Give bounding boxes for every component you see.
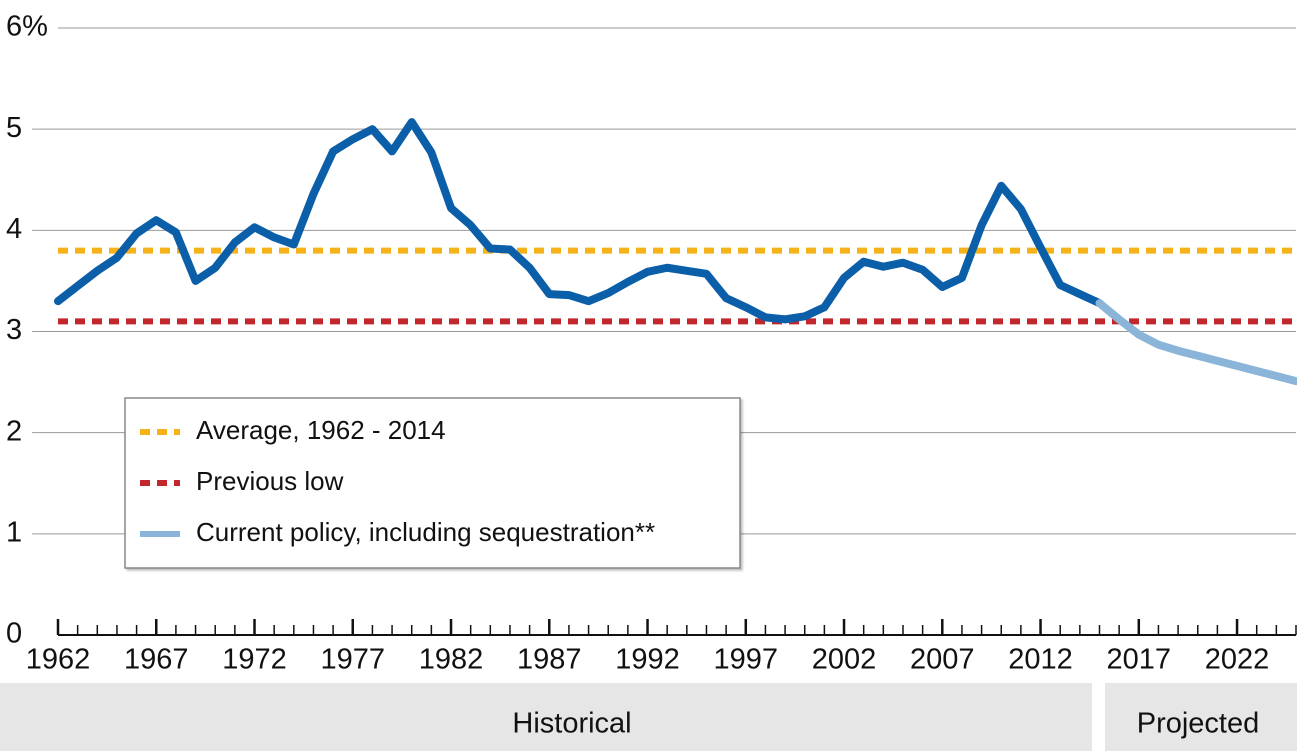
plot bbox=[54, 118, 1297, 386]
x-tick-label: 1967 bbox=[124, 644, 189, 676]
x-tick-label: 1972 bbox=[222, 644, 287, 676]
y-tick-label: 1 bbox=[6, 516, 22, 548]
x-tick-label: 2012 bbox=[1008, 644, 1073, 676]
x-tick-label: 2007 bbox=[910, 644, 975, 676]
region-label: Historical bbox=[512, 708, 631, 740]
projected-band bbox=[1105, 683, 1297, 751]
series-line bbox=[1095, 299, 1297, 386]
y-tick-label: 2 bbox=[6, 415, 22, 447]
grid: 0 1 2 3 4 5 6% 1962 1967 1972 1977 1982 1987 1992 1997… bbox=[6, 11, 1297, 676]
x-tick-label: 1962 bbox=[26, 644, 91, 676]
x-tick-label: 1997 bbox=[714, 644, 779, 676]
x-tick-label: 1987 bbox=[517, 644, 582, 676]
legend-label: Current policy, including sequestration*… bbox=[196, 517, 655, 547]
y-tick-label: 3 bbox=[6, 314, 22, 346]
y-tick-label: 6% bbox=[6, 11, 48, 43]
series-line bbox=[54, 118, 1104, 324]
x-tick-label: 1982 bbox=[419, 644, 484, 676]
x-tick-label: 1992 bbox=[615, 644, 680, 676]
y-tick-label: 4 bbox=[6, 213, 22, 245]
y-tick-label: 5 bbox=[6, 112, 22, 144]
y-tick-label: 0 bbox=[6, 618, 22, 650]
x-tick-label: 2017 bbox=[1107, 644, 1172, 676]
region-label: Projected bbox=[1137, 708, 1260, 740]
legend-box bbox=[124, 397, 741, 569]
legend-label: Average, 1962 - 2014 bbox=[196, 415, 446, 445]
x-tick-label: 1977 bbox=[321, 644, 386, 676]
x-tick-label: 2002 bbox=[812, 644, 877, 676]
x-tick-label: 2022 bbox=[1205, 644, 1270, 676]
legend: Average, 1962 - 2014 Previous low Current … bbox=[124, 397, 741, 569]
historical-band bbox=[0, 683, 1092, 751]
legend-label: Previous low bbox=[196, 466, 344, 496]
